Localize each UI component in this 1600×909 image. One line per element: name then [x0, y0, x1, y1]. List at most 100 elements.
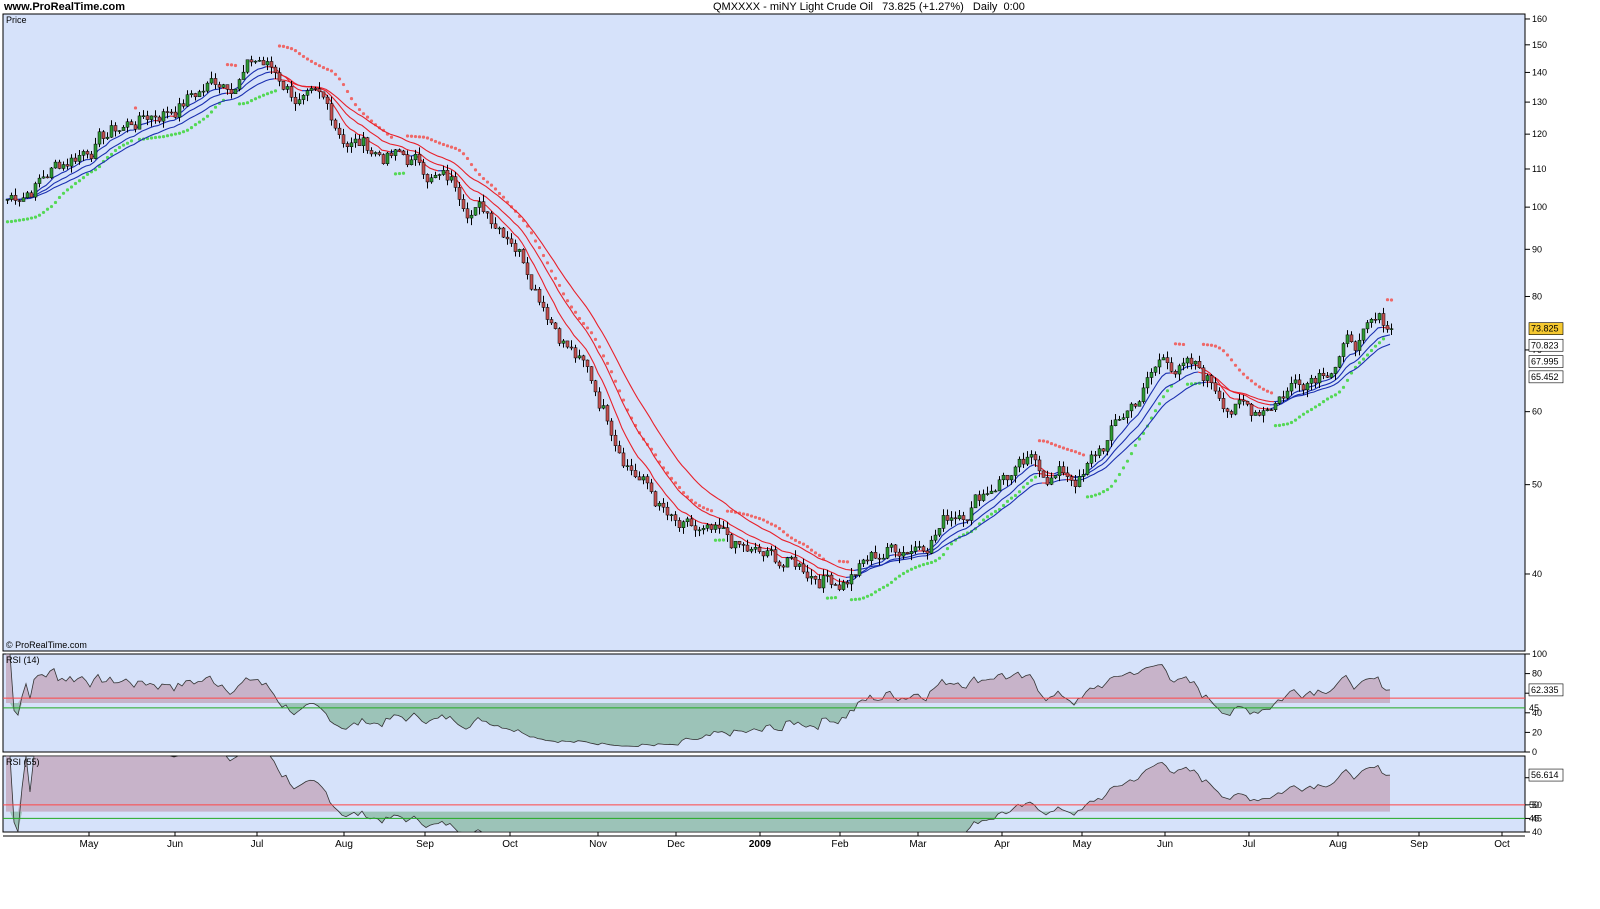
sar-dot	[1341, 385, 1346, 389]
sar-dot	[913, 565, 918, 570]
candle-body	[1333, 366, 1338, 374]
sar-dot	[309, 59, 314, 64]
candle-body	[789, 556, 794, 559]
candle-body	[1045, 477, 1050, 485]
sar-dot	[501, 195, 506, 199]
sar-dot	[1329, 395, 1334, 399]
sar-dot	[785, 533, 790, 537]
candle-body	[1373, 319, 1378, 321]
candle-body	[873, 552, 878, 559]
sar-dot	[893, 577, 898, 581]
candle-body	[397, 149, 402, 152]
candle-body	[1229, 411, 1234, 415]
price-tick-label: 140	[1532, 67, 1547, 77]
candle-body	[237, 79, 242, 90]
sar-dot	[1101, 490, 1106, 494]
sar-dot	[841, 559, 846, 564]
sar-dot	[1073, 450, 1078, 454]
sar-dot	[817, 553, 822, 557]
sar-dot	[485, 180, 490, 184]
candle-body	[869, 552, 874, 562]
sar-dot	[1181, 342, 1186, 347]
sar-dot	[1369, 348, 1374, 353]
price-tick-label: 90	[1532, 244, 1542, 254]
candle-body	[925, 550, 930, 554]
candle-body	[913, 546, 918, 552]
candle-body	[413, 153, 418, 161]
ema-line-1	[845, 472, 1039, 578]
sar-dot	[1061, 446, 1066, 450]
candle-body	[621, 452, 626, 467]
price-tick-label: 110	[1532, 164, 1546, 174]
sar-dot	[905, 569, 910, 573]
sar-dot	[721, 538, 726, 542]
candle-body	[633, 470, 638, 478]
sar-dot	[233, 63, 238, 68]
sar-dot	[1301, 412, 1306, 416]
sar-dot	[673, 481, 678, 485]
sar-dot	[1041, 439, 1046, 443]
candle-body	[861, 559, 866, 564]
candle-body	[409, 159, 414, 166]
candle-body	[1261, 410, 1266, 416]
candle-body	[1249, 403, 1254, 416]
rsi-panel-label: RSI (55)	[6, 757, 40, 767]
candle-body	[857, 563, 862, 576]
sar-dot	[929, 560, 934, 565]
candle-body	[437, 174, 442, 176]
candle-body	[513, 243, 518, 252]
candle-body	[317, 88, 322, 93]
sar-dot	[985, 515, 990, 519]
rsi-line-1	[6, 653, 1391, 748]
rsi-level-label: 45	[1529, 703, 1539, 713]
sar-dot	[249, 99, 254, 103]
sar-dot	[777, 526, 782, 531]
site-url[interactable]: www.ProRealTime.com	[4, 1, 126, 13]
sar-dot	[21, 218, 26, 222]
candle-body	[1153, 366, 1158, 373]
sar-dot	[1389, 298, 1394, 302]
sar-dot	[653, 453, 658, 457]
sar-dot	[1125, 459, 1130, 463]
candle-body	[21, 197, 26, 202]
sar-dot	[1365, 353, 1370, 357]
candle-body	[345, 143, 350, 148]
sar-dot	[17, 218, 22, 222]
candle-body	[49, 167, 54, 179]
candle-body	[321, 91, 326, 98]
candle-body	[325, 96, 330, 104]
candle-body	[1353, 341, 1358, 351]
sar-dot	[1009, 496, 1014, 500]
sar-dot	[805, 545, 810, 549]
candle-body	[1073, 480, 1078, 487]
candle-body	[893, 544, 898, 553]
candle-body	[829, 574, 834, 585]
candle-body	[993, 490, 998, 493]
sar-dot	[493, 187, 498, 191]
sar-dot	[837, 559, 842, 563]
sar-dot	[993, 509, 998, 514]
candle-body	[69, 157, 74, 167]
sar-dot	[345, 89, 350, 94]
rsi-level-label: 45	[1529, 813, 1539, 823]
candle-body	[553, 322, 558, 329]
sar-dot	[857, 597, 862, 601]
candle-body	[1285, 390, 1290, 399]
sar-dot	[225, 63, 230, 67]
sar-dot	[329, 69, 334, 73]
candle-body	[485, 211, 490, 214]
sar-dot	[1085, 495, 1090, 499]
candle-body	[85, 151, 90, 155]
sar-dot	[305, 57, 310, 61]
candle-body	[453, 176, 458, 188]
candle-body	[1097, 448, 1102, 456]
candle-body	[1257, 412, 1262, 416]
sar-dot	[481, 176, 486, 181]
candle-body	[1177, 365, 1182, 375]
rsi-fill-above-2	[6, 756, 1390, 812]
sar-dot	[1237, 368, 1242, 372]
sar-dot	[1025, 481, 1030, 486]
candle-body	[1281, 396, 1286, 399]
sar-dot	[1005, 499, 1010, 503]
candle-body	[497, 227, 502, 230]
